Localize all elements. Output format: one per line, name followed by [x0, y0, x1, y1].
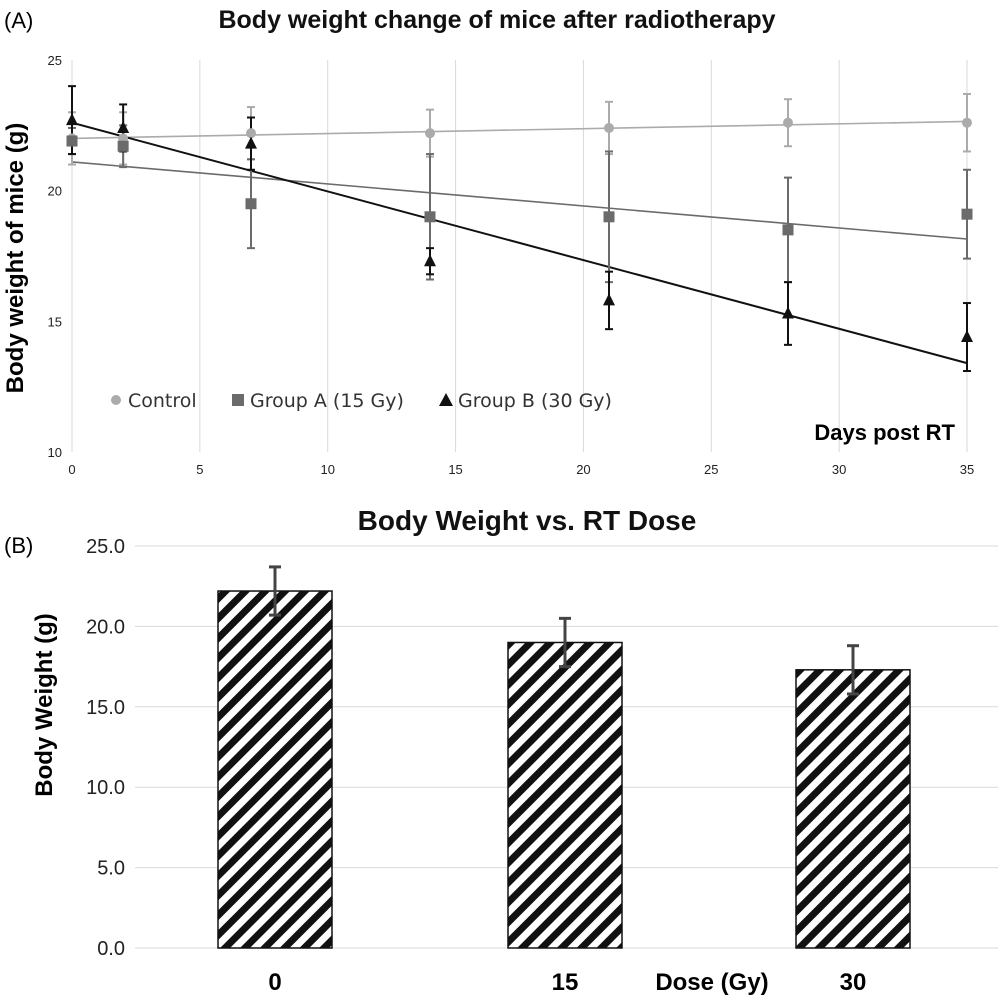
data-point-circle — [604, 122, 614, 133]
data-point-square — [117, 140, 129, 152]
chart-b-y-tick-label: 25.0 — [86, 536, 125, 558]
data-point-circle — [425, 128, 435, 139]
chart-b-x-tick-label: 0 — [268, 969, 281, 996]
chart-b-y-ticks: 0.0 5.0 10.0 15.0 20.0 25.0 — [86, 536, 125, 960]
data-point-square — [245, 198, 257, 210]
chart-b-x-ticks: 0 15 30 — [268, 969, 866, 996]
bar — [217, 590, 333, 949]
legend-marker-circle — [111, 395, 121, 405]
chart-b-x-tick-label: 15 — [552, 969, 579, 996]
data-point-triangle — [66, 113, 78, 126]
legend-marker-triangle — [439, 393, 453, 406]
data-point-square — [961, 208, 973, 220]
chart-b-y-tick-label: 20.0 — [86, 616, 125, 638]
chart-a-title: Body weight change of mice after radioth… — [218, 6, 775, 34]
chart-b-y-tick-label: 15.0 — [86, 697, 125, 719]
legend-marker-square — [232, 394, 244, 406]
data-point-triangle — [424, 254, 436, 267]
chart-a-x-axis-label: Days post RT — [814, 420, 955, 445]
chart-b-y-tick-label: 0.0 — [97, 938, 125, 960]
error-bar — [847, 644, 859, 696]
chart-a-y-tick-label: 15 — [48, 314, 62, 329]
chart-a-y-axis-label: Body weight of mice (g) — [2, 123, 29, 394]
bar — [507, 641, 623, 949]
data-point-square — [424, 211, 436, 223]
chart-a-x-tick-label: 20 — [576, 462, 590, 477]
error-bar — [269, 565, 281, 617]
chart-a-x-ticks: 0 5 10 15 20 25 30 35 — [68, 462, 974, 477]
legend-label: Group B (30 Gy) — [458, 390, 612, 412]
chart-b-bars — [217, 590, 911, 949]
chart-b-y-axis-label: Body Weight (g) — [31, 613, 58, 797]
bar — [795, 669, 911, 949]
trendline-triangle — [71, 121, 968, 365]
chart-a-x-tick-label: 35 — [960, 462, 974, 477]
chart-a-x-tick-label: 15 — [448, 462, 462, 477]
panel-a: (A) Body weight change of mice after rad… — [2, 6, 974, 477]
data-point-triangle — [961, 330, 973, 343]
chart-a-trendlines — [71, 120, 968, 365]
chart-a-x-tick-label: 25 — [704, 462, 718, 477]
chart-a-legend: Control Group A (15 Gy) Group B (30 Gy) — [111, 390, 612, 412]
chart-a-x-tick-label: 5 — [196, 462, 203, 477]
trendline-circle — [71, 120, 968, 140]
data-point-square — [782, 224, 794, 236]
chart-b-x-axis-label: Dose (Gy) — [655, 969, 768, 996]
trendline-square — [71, 161, 968, 240]
data-point-circle — [783, 117, 793, 128]
panel-b-label: (B) — [4, 533, 33, 558]
chart-a-y-tick-label: 10 — [48, 445, 62, 460]
chart-b-x-tick-label: 30 — [840, 969, 867, 996]
chart-b-y-tick-label: 10.0 — [86, 777, 125, 799]
chart-b-y-tick-label: 5.0 — [97, 858, 125, 880]
chart-a-y-tick-label: 20 — [48, 184, 62, 199]
data-point-circle — [246, 128, 256, 139]
data-point-circle — [962, 117, 972, 128]
panel-a-label: (A) — [4, 8, 33, 33]
chart-a-x-tick-label: 30 — [832, 462, 846, 477]
chart-b-title: Body Weight vs. RT Dose — [358, 505, 697, 536]
chart-a-y-ticks: 10 15 20 25 — [48, 53, 62, 460]
data-point-square — [603, 211, 615, 223]
data-point-square — [66, 135, 78, 147]
legend-label: Control — [128, 390, 197, 412]
data-point-triangle — [782, 306, 794, 319]
data-point-triangle — [245, 136, 257, 149]
chart-a-y-tick-label: 25 — [48, 53, 62, 68]
error-bar — [559, 616, 571, 669]
data-point-triangle — [603, 293, 615, 306]
chart-a-points — [66, 113, 973, 343]
chart-a-grid — [71, 60, 968, 452]
chart-a-x-tick-label: 10 — [320, 462, 334, 477]
chart-a-x-tick-label: 0 — [68, 462, 75, 477]
legend-label: Group A (15 Gy) — [250, 390, 404, 412]
chart-b-error-bars — [269, 565, 859, 696]
data-point-triangle — [117, 120, 130, 133]
panel-b: (B) Body Weight vs. RT Dose 0.0 5.0 10.0 15… — [4, 505, 998, 996]
